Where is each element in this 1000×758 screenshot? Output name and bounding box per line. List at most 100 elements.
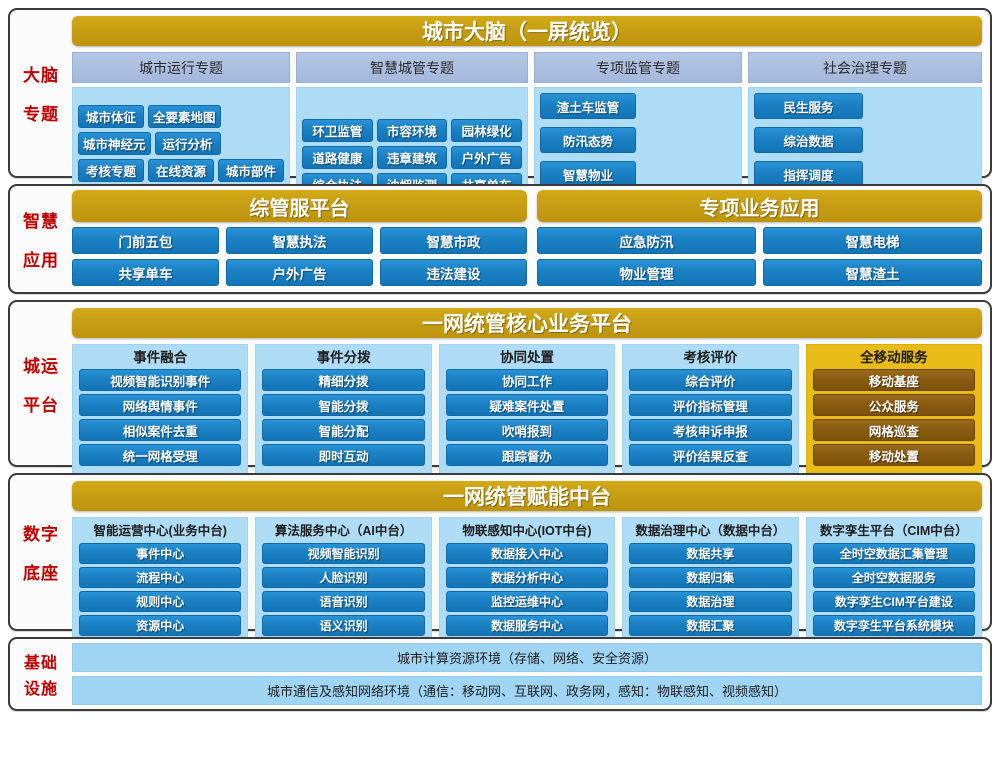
app-tile[interactable]: 智慧执法 [226, 227, 373, 254]
band-body-smart-applications: 综管服平台 门前五包 智慧执法 智慧市政 共享单车 户外广告 违法建设 专项业务… [72, 186, 990, 292]
theme-chip[interactable]: 在线资源 [148, 159, 214, 182]
foundation-item[interactable]: 人脸识别 [262, 567, 425, 588]
core-item[interactable]: 相似案件去重 [79, 419, 242, 441]
band-label-line1: 基础 [23, 655, 58, 672]
foundation-item[interactable]: 数据治理 [629, 591, 792, 612]
core-item[interactable]: 吹哨报到 [445, 419, 609, 441]
app-tile[interactable]: 户外广告 [226, 259, 373, 286]
theme-chip[interactable]: 环卫监管 [302, 118, 373, 142]
infrastructure-row-compute[interactable]: 城市计算资源环境（存储、网络、安全资源） [72, 643, 982, 672]
core-item[interactable]: 即时互动 [262, 444, 425, 466]
foundation-item[interactable]: 数据分析中心 [445, 567, 609, 588]
theme-chip[interactable]: 全要素地图 [148, 105, 221, 128]
foundation-item[interactable]: 语义识别 [262, 615, 425, 636]
app-tile[interactable]: 智慧电梯 [763, 227, 982, 254]
band-label-line2: 平台 [23, 395, 59, 415]
core-item[interactable]: 视频智能识别事件 [79, 369, 242, 391]
core-item[interactable]: 考核申诉申报 [629, 419, 792, 441]
theme-chip[interactable]: 智慧物业 [540, 161, 636, 187]
band-label-digital-foundation: 数字 底座 [10, 475, 72, 629]
digital-foundation-header: 一网统管赋能中台 [72, 481, 982, 511]
theme-chip[interactable]: 考核专题 [78, 159, 144, 182]
theme-chip[interactable]: 民生服务 [754, 93, 863, 119]
theme-chip[interactable]: 渣土车监管 [540, 93, 636, 119]
theme-chip[interactable]: 城市神经元 [78, 132, 151, 155]
theme-chip[interactable]: 市容环境 [376, 118, 448, 142]
foundation-item[interactable]: 全时空数据服务 [812, 567, 976, 588]
theme-chip[interactable]: 道路健康 [302, 145, 373, 169]
foundation-item[interactable]: 数据共享 [629, 543, 792, 564]
core-item[interactable]: 统一网格受理 [79, 444, 242, 466]
app-tile[interactable]: 共享单车 [72, 259, 219, 286]
foundation-item[interactable]: 流程中心 [79, 567, 242, 588]
foundation-item[interactable]: 语音识别 [262, 591, 425, 612]
core-item[interactable]: 智能分配 [262, 419, 425, 441]
core-item[interactable]: 精细分拨 [262, 369, 425, 391]
app-group-header: 专项业务应用 [537, 190, 982, 222]
foundation-item[interactable]: 数据接入中心 [445, 543, 609, 564]
core-item[interactable]: 评价结果反查 [629, 444, 792, 466]
band-label-line2: 应用 [23, 251, 59, 270]
foundation-item[interactable]: 数字孪生CIM平台建设 [812, 591, 976, 612]
theme-chip[interactable]: 运行分析 [154, 132, 221, 155]
core-item[interactable]: 公众服务 [812, 394, 976, 416]
core-item[interactable]: 协同工作 [445, 369, 609, 391]
core-item[interactable]: 综合评价 [629, 369, 792, 391]
foundation-item[interactable]: 视频智能识别 [262, 543, 425, 564]
app-group-row: 应急防汛 智慧电梯 [537, 227, 982, 254]
core-item[interactable]: 智能分拨 [262, 394, 425, 416]
foundation-item[interactable]: 数据汇聚 [629, 615, 792, 636]
theme-chip[interactable]: 防汛态势 [540, 127, 636, 153]
theme-chip[interactable]: 户外广告 [451, 145, 522, 169]
city-brain-header: 城市大脑（一屏统览） [72, 16, 982, 46]
core-item[interactable]: 网络舆情事件 [79, 394, 242, 416]
app-tile[interactable]: 物业管理 [537, 259, 756, 286]
foundation-column-title: 物联感知中心(IOT中台) [462, 524, 592, 538]
core-item[interactable]: 跟踪督办 [445, 444, 609, 466]
core-item[interactable]: 评价指标管理 [629, 394, 792, 416]
band-label-smart-applications: 智慧 应用 [10, 186, 72, 292]
theme-chip[interactable]: 综治数据 [754, 127, 863, 153]
app-tile[interactable]: 应急防汛 [537, 227, 756, 254]
infrastructure-row-network[interactable]: 城市通信及感知网络环境（通信：移动网、互联网、政务网，感知：物联感知、视频感知） [72, 676, 982, 705]
foundation-item[interactable]: 资源中心 [79, 615, 242, 636]
app-group-header: 综管服平台 [72, 190, 527, 222]
theme-chip[interactable]: 指挥调度 [754, 161, 863, 187]
theme-title: 智慧城管专题 [296, 52, 528, 83]
theme-chip[interactable]: 违章建筑 [376, 145, 448, 169]
band-core-platform: 城运 平台 一网统管核心业务平台 事件融合 视频智能识别事件 网络舆情事件 相似… [8, 300, 992, 484]
app-tile[interactable]: 智慧市政 [380, 227, 527, 254]
foundation-item[interactable]: 数据服务中心 [445, 615, 609, 636]
core-column-title: 考核评价 [683, 350, 738, 365]
foundation-item[interactable]: 全时空数据汇集管理 [812, 543, 976, 564]
core-item[interactable]: 移动处置 [812, 444, 976, 466]
band-digital-foundation: 数字 底座 一网统管赋能中台 智能运营中心(业务中台) 事件中心 流程中心 规则… [8, 473, 992, 643]
band-label-line2: 底座 [23, 564, 59, 583]
infrastructure-rows: 城市计算资源环境（存储、网络、安全资源） 城市通信及感知网络环境（通信：移动网、… [72, 643, 982, 705]
foundation-column-title: 数据治理中心（数据中台） [635, 524, 786, 538]
band-label-line2: 专题 [23, 105, 59, 124]
foundation-item[interactable]: 数据归集 [629, 567, 792, 588]
app-tile[interactable]: 智慧渣土 [763, 259, 982, 286]
foundation-item[interactable]: 事件中心 [79, 543, 242, 564]
core-column-event-dispatch: 事件分拨 精细分拨 智能分拨 智能分配 即时互动 •••••• [255, 344, 432, 484]
core-item[interactable]: 移动基座 [812, 369, 976, 391]
foundation-item[interactable]: 规则中心 [79, 591, 242, 612]
band-label-city-brain: 大脑 专题 [10, 10, 72, 176]
core-column-title: 事件分拨 [316, 350, 371, 365]
core-platform-columns: 事件融合 视频智能识别事件 网络舆情事件 相似案件去重 统一网格受理 •••••… [72, 344, 983, 484]
core-platform-header: 一网统管核心业务平台 [72, 308, 982, 338]
app-tile[interactable]: 违法建设 [380, 259, 527, 286]
theme-chip[interactable]: 城市部件 [218, 159, 284, 182]
foundation-item[interactable]: 监控运维中心 [445, 591, 609, 612]
core-item[interactable]: 网格巡查 [812, 419, 976, 441]
theme-chip[interactable]: 园林绿化 [451, 118, 522, 142]
theme-title: 城市运行专题 [72, 52, 290, 83]
theme-chip[interactable]: 城市体征 [78, 105, 144, 128]
app-tile[interactable]: 门前五包 [72, 227, 219, 254]
band-label-line1: 城运 [23, 356, 59, 376]
foundation-item[interactable]: 数字孪生平台系统模块 [812, 615, 976, 636]
core-column-title: 全移动服务 [860, 350, 928, 365]
band-label-line1: 大脑 [23, 66, 59, 85]
core-item[interactable]: 疑难案件处置 [445, 394, 609, 416]
